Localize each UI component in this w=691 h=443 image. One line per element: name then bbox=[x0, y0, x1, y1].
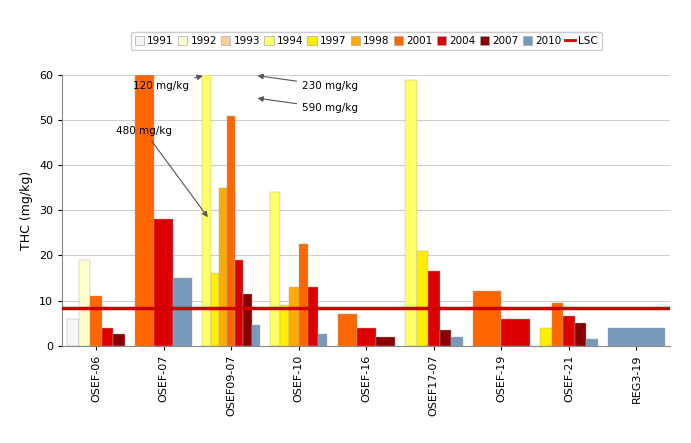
Bar bbox=[563, 316, 575, 346]
Bar bbox=[376, 337, 395, 346]
Bar bbox=[308, 287, 318, 346]
Bar bbox=[289, 287, 299, 346]
Bar bbox=[540, 327, 551, 346]
Bar bbox=[135, 75, 154, 346]
Bar bbox=[235, 260, 243, 346]
Bar bbox=[219, 188, 227, 346]
Bar bbox=[91, 296, 102, 346]
Bar bbox=[608, 327, 665, 346]
Text: 230 mg/kg: 230 mg/kg bbox=[258, 74, 358, 91]
Bar bbox=[417, 251, 428, 346]
Bar bbox=[202, 75, 211, 346]
Bar bbox=[67, 319, 79, 346]
Bar bbox=[270, 192, 280, 346]
Text: 480 mg/kg: 480 mg/kg bbox=[116, 126, 207, 216]
Text: 120 mg/kg: 120 mg/kg bbox=[133, 75, 202, 91]
Bar bbox=[502, 319, 530, 346]
Bar bbox=[102, 327, 113, 346]
Bar bbox=[451, 337, 462, 346]
Bar bbox=[154, 219, 173, 346]
Bar bbox=[357, 327, 376, 346]
Bar bbox=[318, 334, 328, 346]
Bar bbox=[79, 260, 91, 346]
Bar bbox=[551, 303, 563, 346]
Bar bbox=[280, 305, 289, 346]
Bar bbox=[227, 116, 235, 346]
Bar bbox=[173, 278, 192, 346]
Bar bbox=[575, 323, 586, 346]
Bar bbox=[586, 339, 598, 346]
Bar bbox=[113, 334, 124, 346]
Bar bbox=[243, 294, 252, 346]
Bar bbox=[473, 291, 502, 346]
Bar bbox=[337, 314, 357, 346]
Bar bbox=[252, 325, 260, 346]
Bar bbox=[405, 80, 417, 346]
Text: 590 mg/kg: 590 mg/kg bbox=[258, 97, 358, 113]
Y-axis label: THC (mg/kg): THC (mg/kg) bbox=[21, 171, 33, 250]
Legend: 1991, 1992, 1993, 1994, 1997, 1998, 2001, 2004, 2007, 2010, LSC: 1991, 1992, 1993, 1994, 1997, 1998, 2001… bbox=[131, 32, 602, 50]
Bar bbox=[211, 273, 219, 346]
Bar bbox=[299, 244, 308, 346]
Bar bbox=[439, 330, 451, 346]
Bar bbox=[428, 271, 439, 346]
